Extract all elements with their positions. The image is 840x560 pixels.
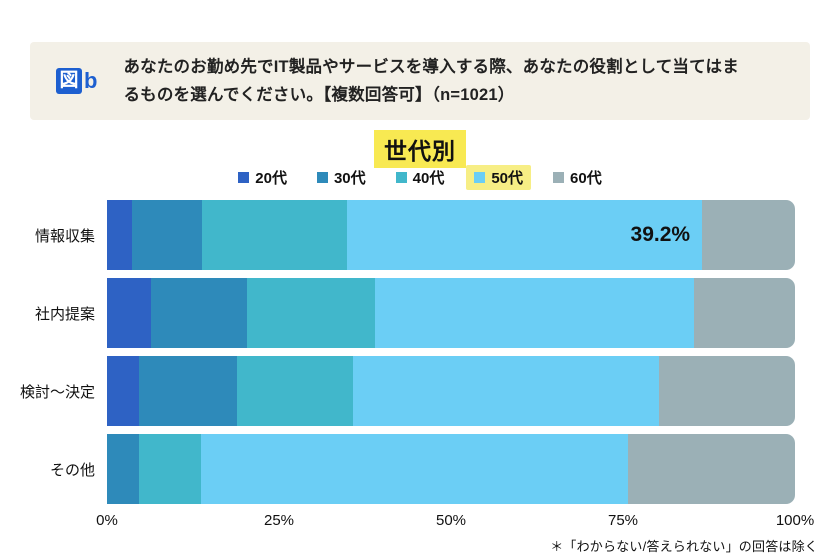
- bar-category-label: 情報収集: [34, 227, 95, 245]
- question-header: 図 b あなたのお勤め先でIT製品やサービスを導入する際、あなたの役割として当て…: [30, 42, 810, 120]
- x-axis-tick-label: 0%: [96, 512, 118, 529]
- bar-category-label: 社内提案: [34, 305, 95, 323]
- bar-track: 39.2%: [107, 200, 795, 270]
- bar-row: 情報収集 39.2%: [0, 200, 840, 270]
- bar-segment: [702, 200, 795, 270]
- legend-label: 50代: [491, 170, 524, 187]
- stacked-bar-chart: 情報収集 39.2% 社内提案検討〜決定その他: [0, 200, 840, 512]
- bar-category-label: 検討〜決定: [19, 383, 95, 401]
- chart-title: 世代別: [374, 130, 466, 168]
- data-label: 39.2%: [630, 223, 691, 246]
- footnote: ＊「わからない/答えられない」の回答は除く: [550, 539, 818, 554]
- figure-tag-letter: b: [84, 68, 98, 93]
- chart-legend: 20代 30代 40代 50代 60代: [0, 165, 840, 190]
- bar-segment: [237, 356, 354, 426]
- legend-label: 60代: [570, 170, 602, 187]
- bar-segment: [628, 434, 795, 504]
- bar-segment: [151, 278, 248, 348]
- chart-title-wrap: 世代別: [0, 130, 840, 168]
- question-line-2: るものを選んでください。【複数回答可】（n=1021）: [123, 86, 515, 104]
- bar-segment: 39.2%: [347, 200, 703, 270]
- legend-label: 20代: [255, 170, 287, 187]
- legend-item: 30代: [309, 165, 374, 190]
- bar-row: 社内提案: [0, 278, 840, 348]
- bar-segment: [374, 278, 694, 348]
- bar-segment: [107, 200, 132, 270]
- bar-segment: [353, 356, 659, 426]
- bar-segment: [247, 278, 375, 348]
- bar-segment: [107, 356, 140, 426]
- bar-row: その他: [0, 434, 840, 504]
- figure-tag: 図 b: [56, 68, 97, 94]
- bar-track: [107, 356, 795, 426]
- legend-item: 60代: [545, 165, 610, 190]
- legend-label: 40代: [412, 170, 445, 187]
- bar-segment: [131, 200, 202, 270]
- bar-category-label: その他: [49, 461, 95, 479]
- x-axis-tick-label: 75%: [607, 512, 639, 529]
- question-text: あなたのお勤め先でIT製品やサービスを導入する際、あなたの役割として当てはま る…: [123, 53, 738, 109]
- x-axis-tick-label: 100%: [775, 512, 815, 529]
- legend-swatch-icon: [395, 172, 407, 183]
- legend-item: 40代: [388, 165, 453, 190]
- bar-segment: [658, 356, 795, 426]
- bar-track: [107, 434, 795, 504]
- legend-item: 20代: [230, 165, 295, 190]
- question-line-1: あなたのお勤め先でIT製品やサービスを導入する際、あなたの役割として当てはま: [123, 57, 739, 76]
- legend-swatch-icon: [238, 172, 250, 183]
- legend-item: 50代: [466, 165, 532, 190]
- bar-segment: [139, 356, 238, 426]
- x-axis-tick-label: 50%: [435, 512, 467, 529]
- figure-tag-icon: 図: [56, 68, 82, 94]
- legend-swatch-icon: [553, 172, 565, 183]
- bar-segment: [200, 434, 629, 504]
- bar-segment: [107, 278, 152, 348]
- legend-swatch-icon: [474, 172, 486, 183]
- x-axis: 0% 25% 50% 75% 100%: [96, 512, 814, 532]
- bar-track: [107, 278, 795, 348]
- x-axis-tick-label: 25%: [263, 512, 295, 529]
- bar-segment: [201, 200, 348, 270]
- bar-row: 検討〜決定: [0, 356, 840, 426]
- bar-segment: [693, 278, 795, 348]
- legend-swatch-icon: [316, 172, 328, 183]
- bar-segment: [139, 434, 201, 504]
- legend-label: 30代: [333, 170, 366, 187]
- bar-segment: [107, 434, 140, 504]
